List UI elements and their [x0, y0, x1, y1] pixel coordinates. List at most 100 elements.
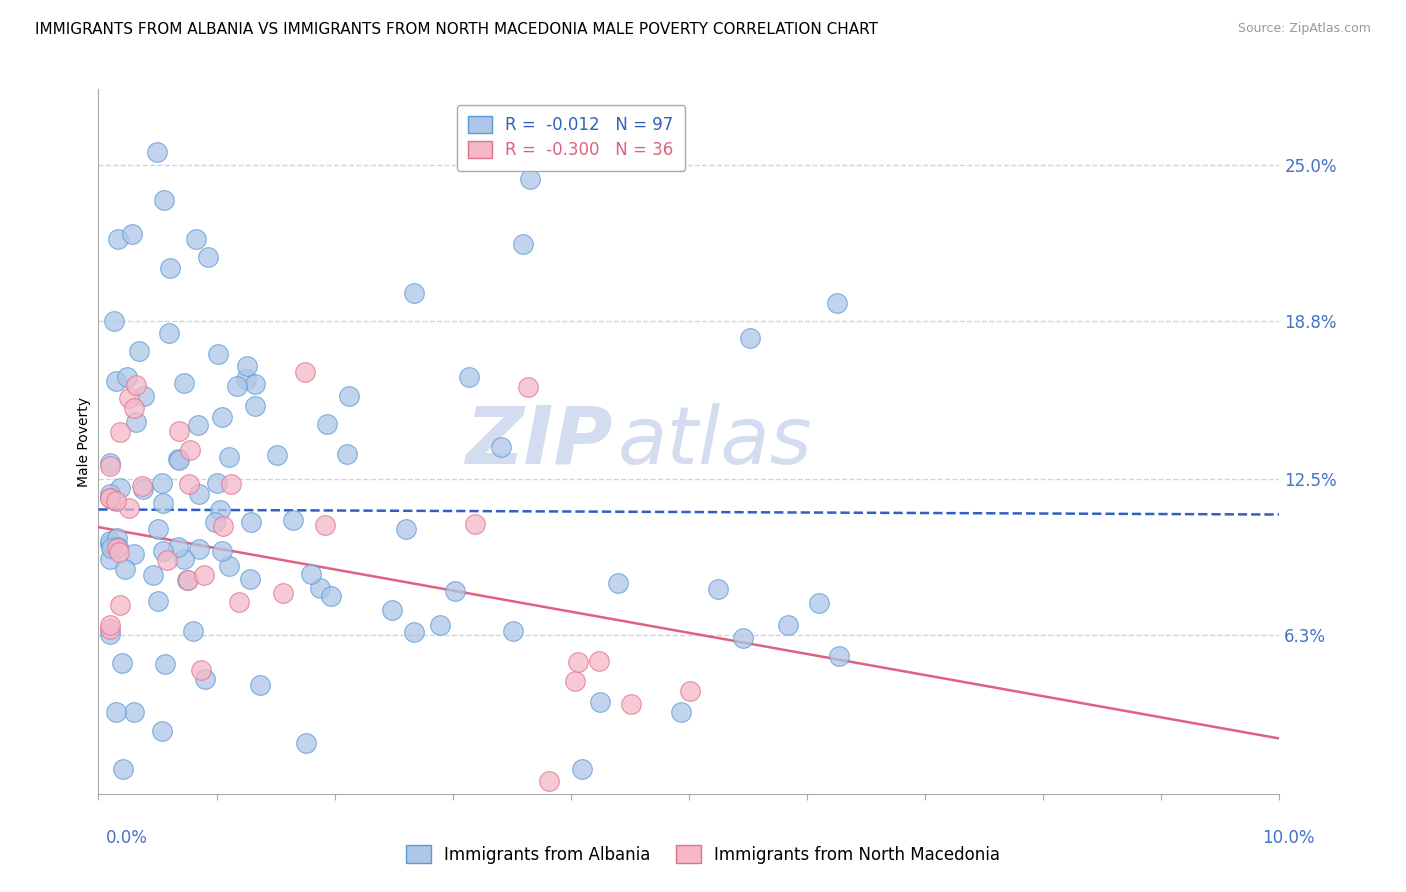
Point	[402, 285, 425, 300]
Point	[124, 705, 146, 719]
Point	[104, 705, 127, 719]
Point	[107, 232, 129, 246]
Point	[108, 545, 131, 559]
Point	[124, 415, 146, 429]
Point	[177, 477, 200, 491]
Point	[316, 417, 339, 431]
Point	[159, 261, 181, 276]
Point	[132, 482, 155, 496]
Point	[169, 425, 191, 439]
Point	[212, 519, 235, 533]
Point	[122, 401, 145, 416]
Point	[125, 378, 148, 392]
Point	[194, 672, 217, 686]
Point	[98, 456, 121, 470]
Point	[142, 567, 165, 582]
Point	[157, 326, 180, 340]
Text: 10.0%: 10.0%	[1263, 829, 1315, 847]
Point	[193, 567, 215, 582]
Point	[152, 544, 174, 558]
Point	[150, 724, 173, 739]
Point	[121, 227, 143, 241]
Point	[105, 375, 128, 389]
Point	[105, 494, 128, 508]
Point	[457, 369, 479, 384]
Point	[98, 618, 121, 632]
Point	[107, 540, 129, 554]
Point	[266, 448, 288, 462]
Point	[512, 237, 534, 252]
Point	[336, 447, 359, 461]
Point	[176, 573, 198, 587]
Point	[118, 501, 141, 516]
Y-axis label: Male Poverty: Male Poverty	[77, 397, 91, 486]
Point	[271, 586, 294, 600]
Legend: R =  -0.012   N = 97, R =  -0.300   N = 36: R = -0.012 N = 97, R = -0.300 N = 36	[457, 104, 685, 171]
Point	[190, 663, 212, 677]
Point	[321, 589, 343, 603]
Text: atlas: atlas	[619, 402, 813, 481]
Point	[111, 656, 134, 670]
Point	[105, 541, 128, 555]
Point	[153, 193, 176, 207]
Point	[207, 346, 229, 360]
Point	[166, 541, 188, 555]
Point	[167, 452, 190, 467]
Point	[128, 344, 150, 359]
Text: Source: ZipAtlas.com: Source: ZipAtlas.com	[1237, 22, 1371, 36]
Point	[173, 376, 195, 390]
Point	[153, 657, 176, 671]
Point	[588, 695, 610, 709]
Point	[114, 561, 136, 575]
Point	[166, 451, 188, 466]
Point	[98, 551, 121, 566]
Point	[239, 572, 262, 586]
Point	[211, 544, 233, 558]
Point	[205, 475, 228, 490]
Point	[146, 593, 169, 607]
Point	[807, 597, 830, 611]
Point	[98, 627, 121, 641]
Point	[281, 513, 304, 527]
Point	[150, 475, 173, 490]
Point	[98, 459, 121, 474]
Point	[98, 491, 121, 506]
Point	[236, 359, 259, 373]
Point	[98, 533, 121, 548]
Point	[188, 486, 211, 500]
Point	[245, 399, 267, 413]
Point	[108, 481, 131, 495]
Point	[105, 531, 128, 545]
Point	[134, 388, 156, 402]
Point	[100, 541, 122, 556]
Point	[301, 567, 323, 582]
Point	[204, 515, 226, 529]
Point	[571, 762, 593, 776]
Point	[381, 603, 404, 617]
Point	[308, 582, 330, 596]
Point	[145, 145, 167, 160]
Point	[111, 762, 134, 776]
Point	[108, 599, 131, 613]
Point	[825, 295, 848, 310]
Point	[502, 624, 524, 638]
Point	[218, 559, 240, 574]
Point	[187, 417, 209, 432]
Point	[98, 487, 121, 501]
Point	[156, 553, 179, 567]
Point	[211, 409, 233, 424]
Legend: Immigrants from Albania, Immigrants from North Macedonia: Immigrants from Albania, Immigrants from…	[399, 838, 1007, 871]
Point	[620, 697, 643, 711]
Point	[679, 684, 702, 698]
Point	[187, 542, 209, 557]
Point	[567, 655, 589, 669]
Point	[607, 576, 630, 591]
Point	[489, 440, 512, 454]
Point	[225, 378, 247, 392]
Point	[669, 706, 692, 720]
Point	[235, 372, 257, 386]
Point	[588, 654, 610, 668]
Point	[176, 574, 198, 588]
Point	[221, 477, 243, 491]
Point	[98, 491, 121, 505]
